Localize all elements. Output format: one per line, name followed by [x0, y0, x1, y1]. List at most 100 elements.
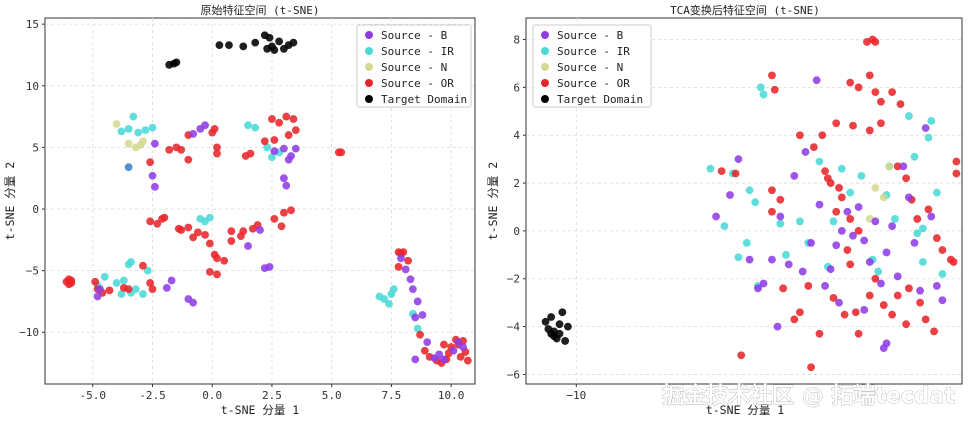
- right-point-source-ir: [706, 164, 715, 173]
- left-point-source-or: [213, 254, 221, 263]
- left-points: [62, 31, 472, 367]
- right-point-source-b: [843, 207, 852, 216]
- left-point-source-n: [112, 120, 121, 128]
- right-point-source-or: [717, 167, 726, 175]
- left-point-source-b: [256, 226, 264, 234]
- left-point-target-domain: [289, 38, 298, 47]
- watermark-text: 掘金技术社区 @ 拓端tecdat: [662, 383, 955, 409]
- left-point-source-or: [282, 112, 291, 121]
- right-point-target-domain: [561, 337, 570, 345]
- left-point-source-ir: [131, 285, 140, 294]
- right-point-source-ir: [829, 217, 838, 226]
- left-point-target-domain: [225, 41, 233, 50]
- left-point-source-or: [139, 261, 147, 270]
- right-points: [541, 35, 961, 372]
- right-point-source-or: [871, 88, 880, 97]
- right-point-source-or: [837, 193, 846, 202]
- left-point-source-ir: [251, 123, 260, 132]
- right-point-target-domain: [564, 322, 572, 331]
- left-x-ticks: -5.0 -2.5 0.0 2.5 5.0 7.5 10.0: [80, 384, 464, 402]
- left-point-source-b: [440, 355, 448, 364]
- right-legend-label: Target Domain: [557, 93, 643, 106]
- right-point-source-or: [843, 246, 852, 254]
- left-point-source-or: [239, 227, 248, 236]
- left-point-source-or: [193, 228, 202, 237]
- right-point-source-or: [902, 174, 911, 183]
- right-point-source-or: [790, 315, 799, 324]
- left-point-source-b: [196, 125, 205, 133]
- left-point-source-b: [150, 139, 159, 148]
- left-legend-marker: [365, 95, 373, 103]
- left-point-source-or: [277, 222, 286, 231]
- left-point-source-or: [148, 285, 157, 294]
- right-point-source-or: [952, 169, 961, 178]
- left-x-tick-label: 0.0: [202, 389, 222, 402]
- right-legend-label: Source - IR: [557, 45, 630, 58]
- right-point-source-or: [888, 310, 897, 319]
- right-point-source-ir: [776, 219, 785, 228]
- right-point-source-ir: [795, 217, 804, 226]
- left-point-source-or: [67, 279, 76, 287]
- right-y-tick-label: −4: [507, 321, 521, 334]
- left-point-source-ir: [244, 121, 252, 130]
- left-point-source-or: [227, 227, 236, 236]
- left-point-source-b: [411, 355, 420, 364]
- left-point-source-b: [435, 350, 444, 359]
- right-point-source-b: [849, 231, 857, 240]
- right-point-source-or: [795, 308, 804, 317]
- left-point-source-or: [146, 279, 155, 287]
- left-point-source-b: [270, 147, 279, 155]
- left-point-source-or: [189, 233, 198, 242]
- right-point-source-or: [896, 100, 905, 109]
- right-y-axis-label: t-SNE 分量 2: [486, 162, 500, 240]
- left-point-source-or: [165, 145, 174, 154]
- left-point-source-b: [408, 285, 417, 294]
- left-point-source-or: [420, 346, 429, 355]
- right-point-source-or: [835, 183, 843, 192]
- right-point-target-domain: [558, 308, 567, 317]
- left-point-source-ir: [148, 123, 157, 132]
- left-legend-label: Target Domain: [381, 93, 467, 106]
- right-point-source-or: [815, 329, 824, 338]
- left-point-source-or: [463, 356, 472, 365]
- left-legend-marker: [365, 63, 373, 71]
- left-point-source-or: [184, 223, 193, 232]
- right-point-source-or: [731, 169, 740, 178]
- right-point-source-b: [821, 282, 829, 290]
- left-point-source-ir: [129, 112, 138, 121]
- right-point-source-or: [795, 131, 804, 140]
- right-legend-marker: [541, 63, 549, 71]
- left-point-source-ir: [112, 279, 121, 287]
- left-point-target-domain: [265, 33, 274, 42]
- right-point-source-or: [854, 227, 863, 235]
- left-point-source-or: [146, 217, 155, 226]
- left-point-source-ir: [143, 266, 152, 275]
- left-point-source-or: [289, 115, 298, 123]
- right-point-source-b: [835, 298, 843, 307]
- right-point-source-ir: [913, 229, 922, 238]
- right-point-source-ir: [874, 267, 883, 276]
- left-point-source-ir: [100, 272, 109, 281]
- left-point-source-or: [205, 239, 214, 248]
- left-y-tick-label: 5: [32, 141, 39, 154]
- right-y-tick-label: 8: [513, 34, 520, 47]
- right-point-source-ir: [927, 116, 936, 125]
- left-point-target-domain: [215, 41, 224, 50]
- right-y-tick-label: 6: [513, 81, 520, 94]
- right-point-source-or: [904, 284, 913, 293]
- right-point-source-ir: [918, 258, 927, 266]
- right-point-source-b: [860, 305, 869, 314]
- right-point-source-b: [801, 148, 810, 156]
- left-point-source-ir: [124, 125, 133, 133]
- right-point-source-ir: [720, 222, 729, 231]
- left-point-source-ir: [117, 290, 126, 298]
- right-point-source-ir: [924, 133, 933, 142]
- left-point-source-ir: [134, 128, 143, 137]
- left-x-axis-label: t-SNE 分量 1: [221, 403, 299, 417]
- left-point-source-n: [124, 139, 133, 148]
- right-legend-box: [532, 24, 652, 108]
- left-legend-marker: [365, 31, 373, 39]
- right-point-source-or: [840, 310, 849, 319]
- right-point-source-b: [790, 171, 799, 180]
- right-point-source-or: [826, 179, 835, 187]
